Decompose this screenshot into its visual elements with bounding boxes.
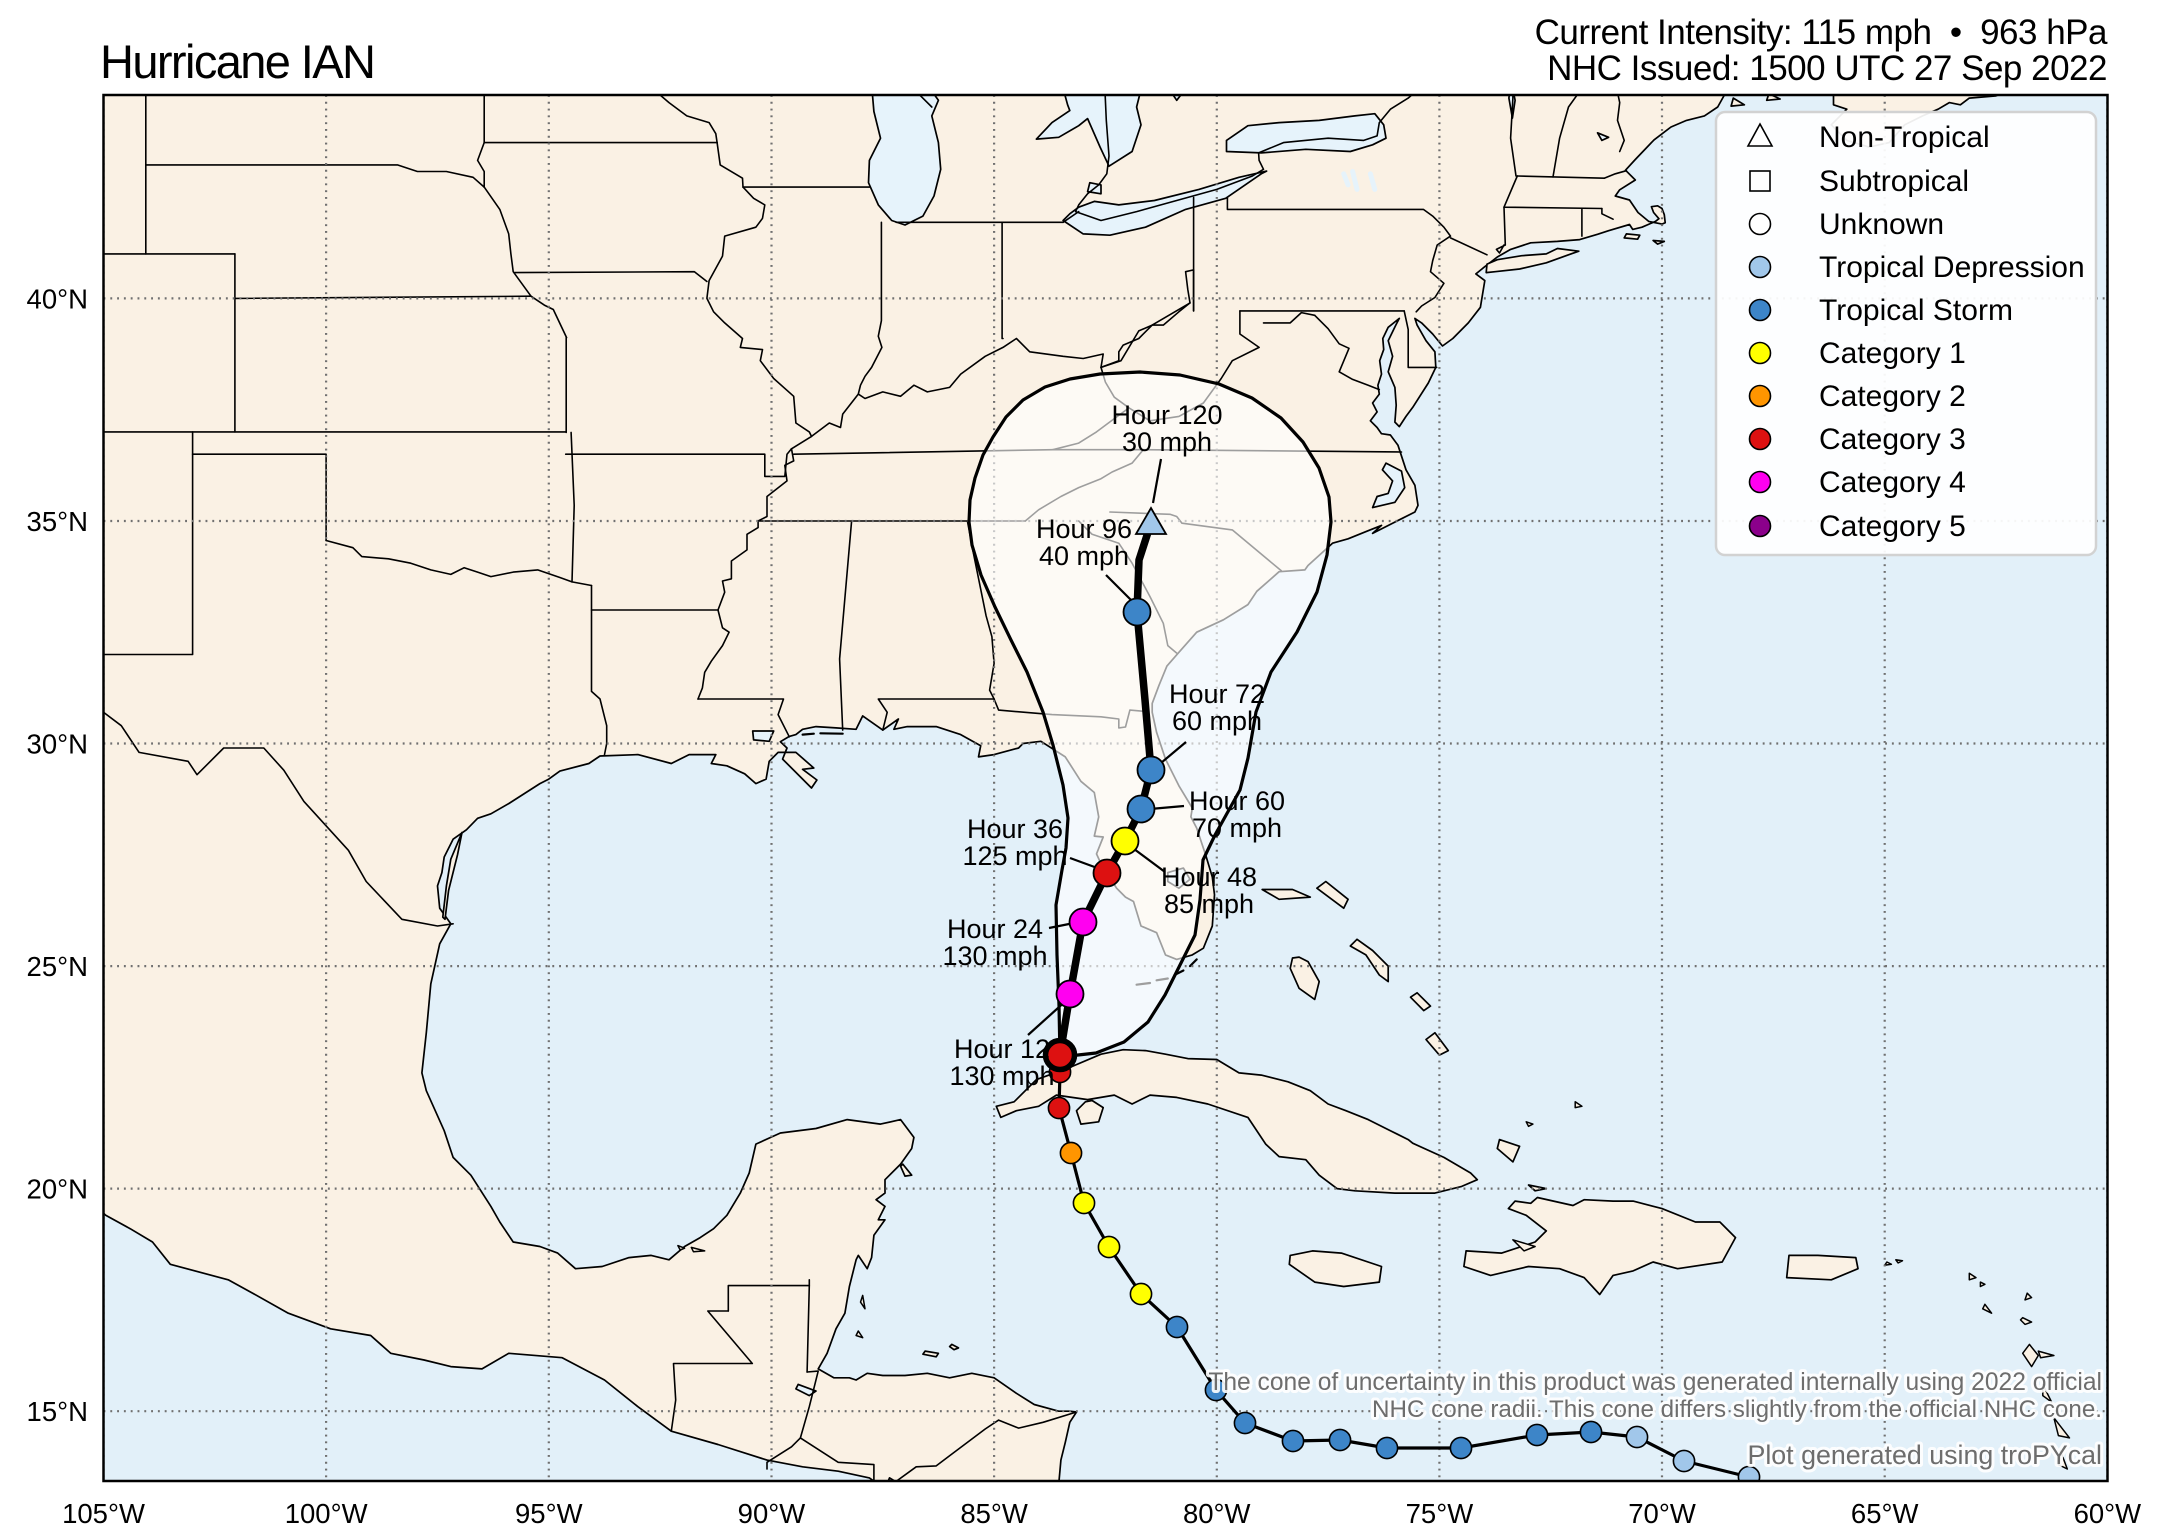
svg-text:The cone of uncertainty in thi: The cone of uncertainty in this product … xyxy=(1208,1369,2102,1396)
svg-text:Category 3: Category 3 xyxy=(1819,423,1966,456)
svg-text:Unknown: Unknown xyxy=(1819,208,1944,241)
svg-text:Category 2: Category 2 xyxy=(1819,380,1966,413)
svg-text:Hour 120: Hour 120 xyxy=(1111,400,1222,430)
svg-text:40°N: 40°N xyxy=(27,283,88,314)
svg-text:95°W: 95°W xyxy=(515,1498,583,1529)
svg-text:NHC cone radii. This cone diff: NHC cone radii. This cone differs slight… xyxy=(1372,1396,2102,1423)
svg-text:105°W: 105°W xyxy=(62,1498,145,1529)
svg-text:70°W: 70°W xyxy=(1628,1498,1696,1529)
svg-text:65°W: 65°W xyxy=(1851,1498,1919,1529)
svg-text:Hour 72: Hour 72 xyxy=(1169,679,1265,709)
svg-text:Category 1: Category 1 xyxy=(1819,337,1966,370)
svg-text:75°W: 75°W xyxy=(1406,1498,1474,1529)
svg-text:70 mph: 70 mph xyxy=(1192,813,1282,843)
svg-text:Tropical Depression: Tropical Depression xyxy=(1819,251,2085,284)
svg-text:Hour 36: Hour 36 xyxy=(967,814,1063,844)
svg-text:80°W: 80°W xyxy=(1183,1498,1251,1529)
svg-text:30°N: 30°N xyxy=(27,729,88,760)
svg-text:130 mph: 130 mph xyxy=(949,1061,1054,1091)
svg-text:Hour 96: Hour 96 xyxy=(1036,514,1132,544)
svg-text:Non-Tropical: Non-Tropical xyxy=(1819,121,1990,154)
svg-text:Hour 48: Hour 48 xyxy=(1161,862,1257,892)
svg-text:Hour 24: Hour 24 xyxy=(947,914,1043,944)
svg-text:Plot generated using troPYcal: Plot generated using troPYcal xyxy=(1747,1440,2102,1470)
svg-text:The cone of uncertainty in thi: The cone of uncertainty in this product … xyxy=(1208,1369,2102,1396)
svg-text:NHC cone radii. This cone diff: NHC cone radii. This cone differs slight… xyxy=(1372,1396,2102,1423)
svg-text:125 mph: 125 mph xyxy=(962,841,1067,871)
svg-text:85°W: 85°W xyxy=(960,1498,1028,1529)
svg-text:Current Intensity: 115 mph •: Current Intensity: 115 mph • 963 hPa xyxy=(1535,13,2108,52)
svg-text:60°W: 60°W xyxy=(2074,1498,2142,1529)
svg-text:35°N: 35°N xyxy=(27,506,88,537)
svg-text:Subtropical: Subtropical xyxy=(1819,165,1969,198)
svg-text:40 mph: 40 mph xyxy=(1039,541,1129,571)
svg-text:Category 4: Category 4 xyxy=(1819,466,1966,499)
svg-text:Hour 60: Hour 60 xyxy=(1189,786,1285,816)
svg-text:Category 5: Category 5 xyxy=(1819,510,1966,543)
svg-text:15°N: 15°N xyxy=(27,1396,88,1427)
svg-text:Plot generated using troPYcal: Plot generated using troPYcal xyxy=(1747,1440,2102,1470)
svg-text:30 mph: 30 mph xyxy=(1122,427,1212,457)
svg-text:100°W: 100°W xyxy=(285,1498,368,1529)
svg-text:Hurricane IAN: Hurricane IAN xyxy=(100,35,374,88)
svg-text:Hour 12: Hour 12 xyxy=(954,1034,1050,1064)
svg-text:90°W: 90°W xyxy=(738,1498,806,1529)
svg-text:Tropical Storm: Tropical Storm xyxy=(1819,294,2013,327)
svg-text:25°N: 25°N xyxy=(27,951,88,982)
svg-text:85 mph: 85 mph xyxy=(1164,889,1254,919)
svg-text:20°N: 20°N xyxy=(27,1174,88,1205)
svg-text:60 mph: 60 mph xyxy=(1172,706,1262,736)
svg-text:130 mph: 130 mph xyxy=(942,941,1047,971)
svg-text:NHC Issued: 1500 UTC 27 Sep 20: NHC Issued: 1500 UTC 27 Sep 2022 xyxy=(1547,49,2107,88)
